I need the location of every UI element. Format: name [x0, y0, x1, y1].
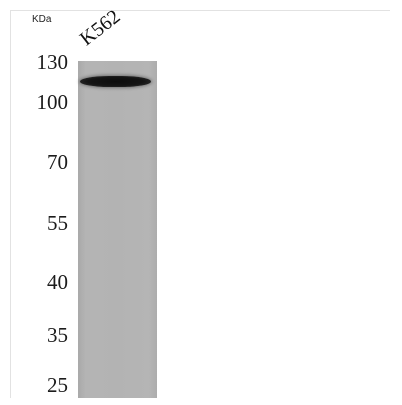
- marker-130: 130: [36, 50, 69, 74]
- marker-70: 70: [47, 150, 68, 174]
- marker-55: 55: [47, 211, 68, 235]
- marker-40: 40: [47, 270, 68, 294]
- frame-top-border: [10, 10, 390, 11]
- frame-left-border: [10, 10, 11, 398]
- marker-35: 35: [47, 323, 68, 347]
- protein-band: [80, 76, 151, 87]
- unit-label: KDa: [32, 14, 52, 25]
- marker-100: 100: [36, 90, 69, 114]
- lane-label: K562: [75, 5, 125, 51]
- marker-25: 25: [47, 373, 68, 397]
- gel-lane: [78, 61, 157, 398]
